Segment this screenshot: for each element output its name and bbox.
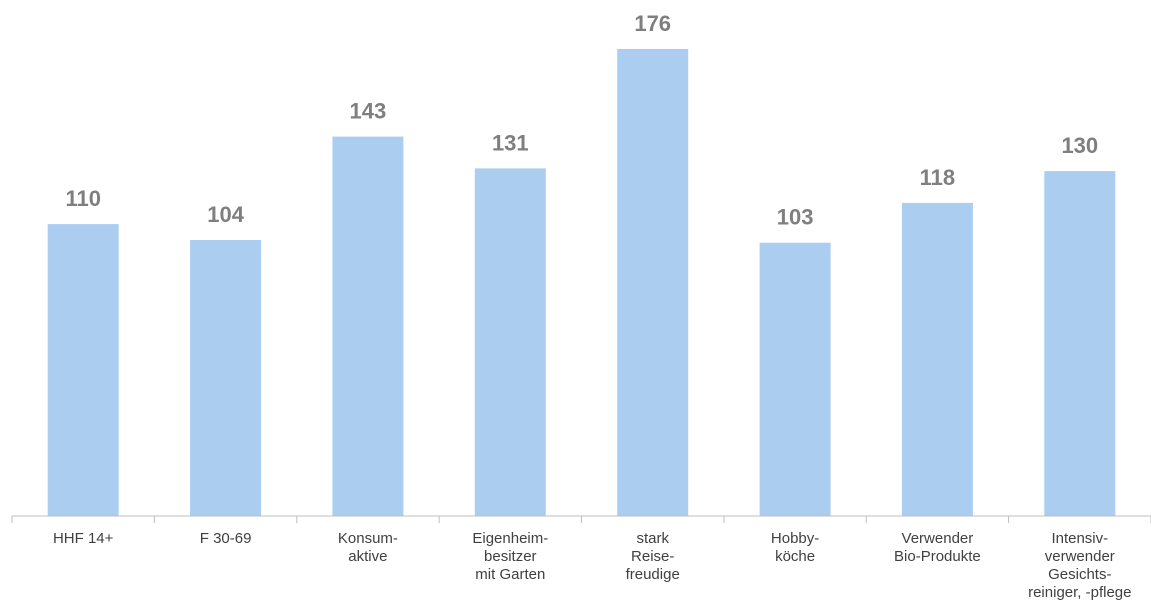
bar-0 [47,224,119,516]
bar-1 [190,240,262,516]
category-label-line: Bio-Produkte [894,548,981,565]
category-label-6: Verwender Bio-Produkte [894,530,981,565]
category-label-line: verwender [1045,548,1115,565]
category-label-7: Intensiv-verwender Gesichts-reiniger, -pf… [1028,530,1131,601]
category-label-1: F 30-69 [200,530,252,547]
x-axis [11,515,1151,523]
bar-4 [617,49,689,516]
value-labels-group: 110 104 143 131 176 103 118 130 [65,11,1098,230]
category-label-line: reiniger, -pflege [1028,584,1131,601]
value-label-2: 143 [350,99,387,124]
value-label-5: 103 [777,205,814,230]
category-label-line: Hobby- [771,530,819,547]
category-label-line: Reise- [631,548,674,565]
bar-7 [1044,171,1116,516]
category-label-line: Konsum- [338,530,398,547]
bar-3 [474,168,546,516]
value-label-6: 118 [920,165,956,190]
category-label-3: Eigenheim-besitzer mit Garten [472,530,548,583]
category-label-line: freudige [626,566,680,583]
category-label-line: Eigenheim- [472,530,548,547]
category-label-0: HHF 14+ [53,530,114,547]
value-label-1: 104 [207,202,244,227]
category-label-line: Gesichts- [1048,566,1111,583]
bar-6 [901,202,973,516]
category-label-4: stark Reise-freudige [626,530,680,583]
category-label-line: köche [775,548,815,565]
category-labels-group: HHF 14+ F 30-69 Konsum-aktive Eigenheim-bes… [53,530,1132,601]
value-label-7: 130 [1061,133,1098,158]
category-label-line: besitzer [484,548,537,565]
category-label-line: aktive [348,548,387,565]
category-label-line: Verwender [902,530,974,547]
bar-5 [759,242,831,516]
category-label-line: F 30-69 [200,530,252,547]
category-label-line: Intensiv- [1051,530,1108,547]
category-label-line: stark [636,530,669,547]
value-label-0: 110 [65,186,101,211]
category-label-line: mit Garten [475,566,545,583]
value-label-3: 131 [492,130,529,155]
value-label-4: 176 [634,11,671,36]
category-label-5: Hobby-köche [771,530,819,565]
category-label-line: HHF 14+ [53,530,114,547]
bars-group [47,49,1116,516]
category-label-2: Konsum-aktive [338,530,398,565]
bar-2 [332,136,404,516]
